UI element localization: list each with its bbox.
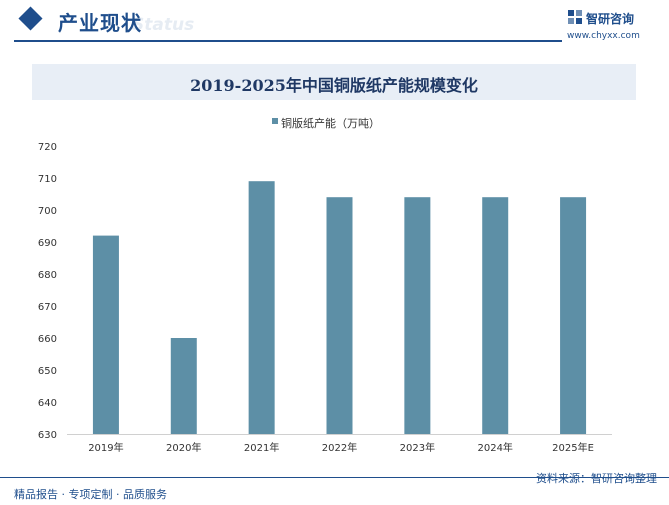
x-tick-label: 2023年 <box>400 441 435 454</box>
bar-2021年 <box>248 181 275 434</box>
brand-logo-block: 智研咨询 <box>567 9 663 27</box>
bar-2023年 <box>404 197 431 434</box>
footer-slogan: 精品报告 · 专项定制 · 品质服务 <box>14 488 167 501</box>
bar-2025年E <box>560 197 587 434</box>
y-tick-label: 630 <box>38 430 57 441</box>
x-tick-label: 2022年 <box>322 441 357 454</box>
footer-divider <box>0 477 669 478</box>
bar-2020年 <box>170 338 197 434</box>
bar-2022年 <box>326 197 353 434</box>
x-tick-label: 2024年 <box>477 441 512 454</box>
x-tick-label: 2020年 <box>166 441 201 454</box>
brand-logo-icon <box>568 10 582 24</box>
y-tick-label: 670 <box>38 302 57 313</box>
legend-swatch <box>272 118 278 124</box>
data-source: 资料来源：智研咨询整理 <box>536 472 657 485</box>
chart-title-band: 2019-2025年中国铜版纸产能规模变化 <box>32 64 636 100</box>
page-header: Status 产业现状 <box>0 0 669 44</box>
x-tick-label: 2025年E <box>552 441 594 454</box>
y-tick-label: 660 <box>38 334 57 345</box>
page-title: 产业现状 <box>58 11 142 35</box>
legend-label: 铜版纸产能（万吨） <box>281 117 380 130</box>
y-tick-label: 640 <box>38 398 57 409</box>
y-tick-label: 680 <box>38 270 57 281</box>
brand-url: www.chyxx.com <box>567 31 640 41</box>
bar-2024年 <box>482 197 509 434</box>
y-tick-label: 710 <box>38 174 57 185</box>
bar-2019年 <box>92 235 119 434</box>
y-tick-label: 700 <box>38 206 57 217</box>
header-watermark: Status <box>132 15 195 35</box>
y-tick-label: 690 <box>38 238 57 249</box>
header-divider <box>14 40 562 42</box>
chart-title: 2019-2025年中国铜版纸产能规模变化 <box>190 76 478 95</box>
x-tick-label: 2021年 <box>244 441 279 454</box>
x-tick-label: 2019年 <box>88 441 123 454</box>
y-tick-label: 720 <box>38 142 57 153</box>
brand-name: 智研咨询 <box>586 12 635 26</box>
y-tick-label: 650 <box>38 366 57 377</box>
